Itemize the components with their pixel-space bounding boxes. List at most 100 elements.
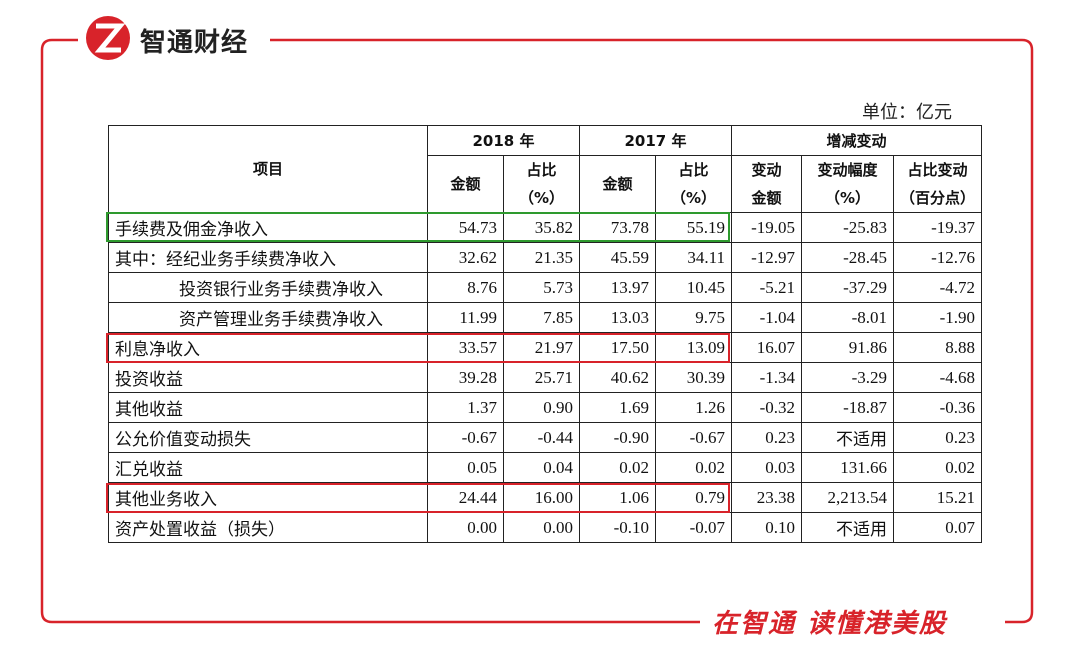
cell: 1.06	[579, 482, 656, 513]
cell: 1.26	[655, 392, 732, 423]
cell: -12.97	[731, 242, 802, 273]
cell: -12.76	[892, 242, 983, 273]
header-row: 金额 占比 （%） 金额 占比 （%） 变动 金额 变动幅度 （%） 占比变动 （百分点）	[109, 155, 983, 213]
cell: 39.28	[427, 362, 504, 393]
cell: 23.38	[731, 482, 802, 513]
frame-right	[270, 38, 1034, 624]
cell: -25.83	[801, 212, 894, 243]
row-label: 其他收益	[108, 392, 428, 423]
row-label: 投资收益	[108, 362, 428, 393]
data-row: 资产管理业务手续费净收入 11.99 7.85 13.03 9.75 -1.04 -8.01…	[108, 302, 983, 333]
header-line: （%）	[670, 189, 717, 207]
cell: 0.10	[731, 512, 802, 543]
row-label: 公允价值变动损失	[108, 422, 428, 453]
cell: -0.90	[579, 422, 656, 453]
header-line: 金额	[602, 175, 633, 193]
data-row: 汇兑收益 0.05 0.04 0.02 0.02 0.03 131.66 0.02	[108, 452, 983, 483]
cell: 21.97	[503, 332, 580, 363]
header-line: 变动	[751, 161, 782, 179]
cell: -0.67	[427, 422, 504, 453]
cell: -0.44	[503, 422, 580, 453]
cell: 25.71	[503, 362, 580, 393]
cell: -8.01	[801, 302, 894, 333]
row-label: 其中：经纪业务手续费净收入	[108, 242, 428, 273]
header-cell: 金额	[579, 155, 656, 213]
header-cell: 2017 年	[579, 125, 732, 156]
cell: -0.10	[579, 512, 656, 543]
header-cell: 增减变动	[730, 125, 983, 156]
cell: 32.62	[427, 242, 504, 273]
row-label: 投资银行业务手续费净收入	[108, 272, 428, 303]
cell: 7.85	[503, 302, 580, 333]
cell: 5.73	[503, 272, 580, 303]
row-label: 手续费及佣金净收入	[108, 212, 428, 243]
cell: 34.11	[655, 242, 732, 273]
cell: 2,213.54	[801, 482, 894, 513]
cell: 1.69	[579, 392, 656, 423]
data-row: 资产处置收益（损失） 0.00 0.00 -0.10 -0.07 0.10 不适用 0.07	[108, 512, 983, 543]
cell: 0.00	[503, 512, 580, 543]
highlight-green	[106, 212, 730, 242]
data-row: 其他收益 1.37 0.90 1.69 1.26 -0.32 -18.87 -0.36	[108, 392, 983, 423]
cell: 0.04	[503, 452, 580, 483]
cell: 0.02	[579, 452, 656, 483]
slogan: 在智通 读懂港美股	[712, 609, 948, 639]
frame-left	[40, 38, 700, 624]
cell: -1.34	[731, 362, 802, 393]
data-row: 利息净收入 33.57 21.97 17.50 13.09 16.07 91.86 8.88	[108, 332, 983, 363]
header-row: 项目 2018 年 2017 年增减变动	[108, 125, 983, 213]
cell: -19.37	[892, 212, 983, 243]
cell: 24.44	[427, 482, 504, 513]
highlight-red	[106, 483, 730, 513]
cell: 8.88	[892, 332, 983, 363]
cell: 30.39	[655, 362, 732, 393]
header-line: （%）	[824, 189, 871, 207]
data-row: 其他业务收入 24.44 16.00 1.06 0.79 23.38 2,213.54 15.…	[108, 482, 983, 513]
header-line: 金额	[751, 189, 782, 207]
unit: 单位：亿元	[862, 102, 952, 122]
row-label: 利息净收入	[108, 332, 428, 363]
data-row: 投资银行业务手续费净收入 8.76 5.73 13.97 10.45 -5.21 -37.2…	[108, 272, 983, 303]
header-cell: 项目	[108, 125, 428, 213]
header-line: 金额	[450, 175, 481, 193]
cell: 21.35	[503, 242, 580, 273]
header-line: （百分点）	[900, 189, 976, 207]
data-row: 公允价值变动损失 -0.67 -0.44 -0.90 -0.67 0.23 不适用 0.23	[108, 422, 983, 453]
header-cell: 变动幅度 （%）	[801, 155, 894, 213]
cell: -1.90	[892, 302, 983, 333]
header-line: 占比	[526, 161, 557, 179]
cell: 0.90	[503, 392, 580, 423]
row-label: 汇兑收益	[108, 452, 428, 483]
cell: 0.02	[655, 452, 732, 483]
cell: -19.05	[731, 212, 802, 243]
header-line: 变动幅度	[817, 161, 878, 179]
cell: -28.45	[801, 242, 894, 273]
cell: 54.73	[427, 212, 504, 243]
cell: 不适用	[801, 512, 894, 543]
cell: 0.00	[427, 512, 504, 543]
header-cell: 金额	[427, 155, 504, 213]
cell: 13.97	[579, 272, 656, 303]
row-label: 资产处置收益（损失）	[108, 512, 428, 543]
header-cell: 占比变动 （百分点）	[892, 155, 983, 213]
cell: -37.29	[801, 272, 894, 303]
cell: -0.32	[731, 392, 802, 423]
cell: 1.37	[427, 392, 504, 423]
row-label: 资产管理业务手续费净收入	[108, 302, 428, 333]
cell: 45.59	[579, 242, 656, 273]
brand: 智通财经	[140, 28, 249, 58]
cell: 8.76	[427, 272, 504, 303]
cell: 0.03	[731, 452, 802, 483]
cell: 10.45	[655, 272, 732, 303]
logo-mark	[94, 23, 126, 53]
header-line: （%）	[518, 189, 565, 207]
cell: 91.86	[801, 332, 894, 363]
cell: 15.21	[892, 482, 983, 513]
cell: -18.87	[801, 392, 894, 423]
header-line: 占比变动	[907, 161, 968, 179]
cell: -1.04	[731, 302, 802, 333]
cell: 0.23	[892, 422, 983, 453]
cell: -0.36	[892, 392, 983, 423]
